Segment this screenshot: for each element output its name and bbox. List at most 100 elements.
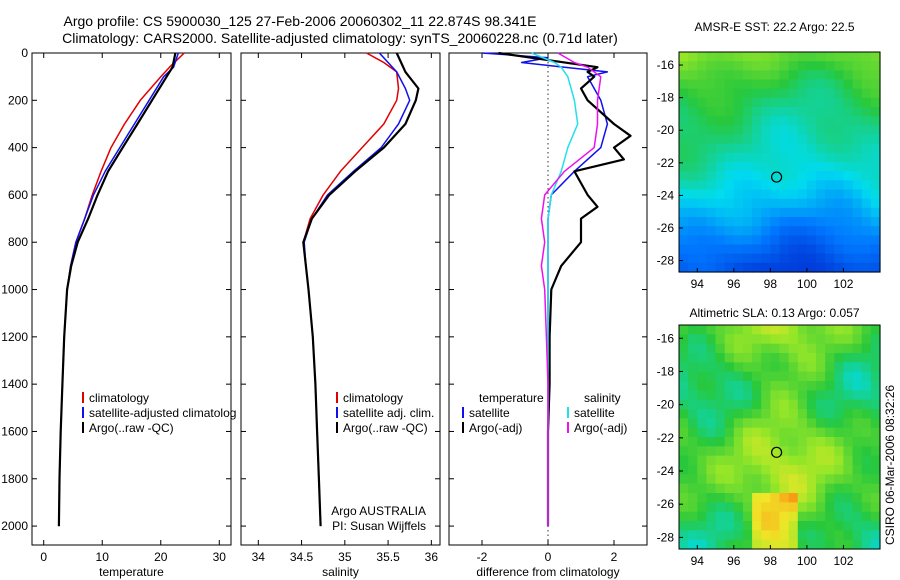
map-cell bbox=[761, 171, 771, 181]
map-cell bbox=[797, 418, 808, 429]
map-cell bbox=[706, 207, 717, 218]
sla-map-title: Altimetric SLA: 0.13 Argo: 0.057 bbox=[689, 306, 859, 320]
map-cell bbox=[861, 530, 872, 541]
map-cell bbox=[788, 474, 799, 485]
map-cell bbox=[825, 61, 835, 71]
map-cell bbox=[697, 362, 708, 373]
map-cell bbox=[852, 52, 863, 62]
map-cell bbox=[752, 511, 762, 522]
map-cell bbox=[752, 97, 762, 108]
map-cell bbox=[770, 125, 781, 136]
map-cell bbox=[697, 483, 708, 494]
map-cell bbox=[816, 79, 826, 90]
map-cell bbox=[843, 116, 854, 126]
map-cell bbox=[761, 446, 771, 457]
map-cell bbox=[843, 162, 854, 172]
map-cell bbox=[688, 418, 698, 429]
map-cell bbox=[788, 390, 799, 401]
map-cell bbox=[724, 125, 735, 136]
map-cell bbox=[733, 455, 744, 466]
map-cell bbox=[834, 511, 845, 522]
map-cell bbox=[788, 207, 799, 218]
map-cell bbox=[697, 343, 708, 354]
map-cell bbox=[679, 97, 689, 108]
map-cell bbox=[770, 334, 781, 345]
map-cell bbox=[761, 437, 771, 447]
map-cell bbox=[779, 437, 790, 447]
map-cell bbox=[861, 353, 872, 363]
map-cell bbox=[825, 418, 835, 429]
map-cell bbox=[752, 152, 762, 163]
map-cell bbox=[861, 198, 872, 209]
map-cell bbox=[788, 465, 799, 475]
depth-tick-label: 400 bbox=[8, 141, 28, 155]
map-cell bbox=[770, 244, 781, 255]
map-cell bbox=[770, 502, 781, 513]
map-cell bbox=[679, 511, 689, 522]
map-cell bbox=[733, 371, 744, 382]
map-cell bbox=[733, 362, 744, 373]
map-cell bbox=[806, 180, 817, 191]
map-cell bbox=[706, 409, 717, 419]
map-cell bbox=[788, 530, 799, 541]
sla-lon-tick-label: 98 bbox=[764, 554, 778, 568]
map-cell bbox=[797, 521, 808, 531]
map-cell bbox=[679, 253, 689, 264]
map-cell bbox=[806, 502, 817, 513]
map-cell bbox=[761, 198, 771, 209]
salinity-series-line-2 bbox=[302, 52, 420, 527]
map-cell bbox=[688, 235, 698, 246]
map-cell bbox=[761, 511, 771, 522]
map-cell bbox=[797, 79, 808, 90]
map-cell bbox=[688, 79, 698, 90]
map-cell bbox=[861, 371, 872, 382]
map-cell bbox=[752, 362, 762, 373]
map-cell bbox=[724, 362, 735, 373]
map-cell bbox=[770, 235, 781, 246]
map-cell bbox=[806, 189, 817, 200]
map-cell bbox=[779, 244, 790, 255]
map-cell bbox=[770, 427, 781, 438]
map-cell bbox=[706, 521, 717, 531]
map-cell bbox=[733, 207, 744, 218]
map-cell bbox=[724, 262, 735, 273]
map-cell bbox=[770, 262, 781, 273]
map-cell bbox=[825, 539, 835, 550]
map-cell bbox=[797, 235, 808, 246]
map-cell bbox=[834, 207, 845, 218]
map-cell bbox=[697, 143, 708, 154]
map-cell bbox=[679, 334, 689, 345]
map-cell bbox=[816, 107, 826, 117]
map-cell bbox=[870, 530, 881, 541]
map-cell bbox=[752, 446, 762, 457]
map-cell bbox=[724, 353, 735, 363]
map-cell bbox=[797, 325, 808, 335]
map-cell bbox=[779, 343, 790, 354]
map-cell bbox=[752, 61, 762, 71]
map-cell bbox=[852, 474, 863, 485]
map-cell bbox=[679, 371, 689, 382]
map-cell bbox=[706, 465, 717, 475]
map-cell bbox=[852, 116, 863, 126]
difference-x-axis-label: difference from climatology bbox=[476, 565, 619, 579]
sst-lat-tick-label: -16 bbox=[657, 58, 675, 72]
map-cell bbox=[697, 371, 708, 382]
map-cell bbox=[688, 493, 698, 503]
map-cell bbox=[706, 244, 717, 255]
depth-tick-label: 200 bbox=[8, 93, 28, 107]
map-cell bbox=[825, 353, 835, 363]
map-cell bbox=[752, 371, 762, 382]
map-cell bbox=[688, 343, 698, 354]
map-cell bbox=[852, 79, 863, 90]
map-cell bbox=[770, 381, 781, 391]
map-cell bbox=[816, 418, 826, 429]
map-cell bbox=[770, 152, 781, 163]
map-cell bbox=[706, 325, 717, 335]
map-cell bbox=[816, 226, 826, 236]
map-cell bbox=[852, 455, 863, 466]
map-cell bbox=[679, 189, 689, 200]
map-cell bbox=[788, 198, 799, 209]
map-cell bbox=[697, 437, 708, 447]
map-cell bbox=[779, 399, 790, 410]
map-cell bbox=[742, 88, 753, 99]
